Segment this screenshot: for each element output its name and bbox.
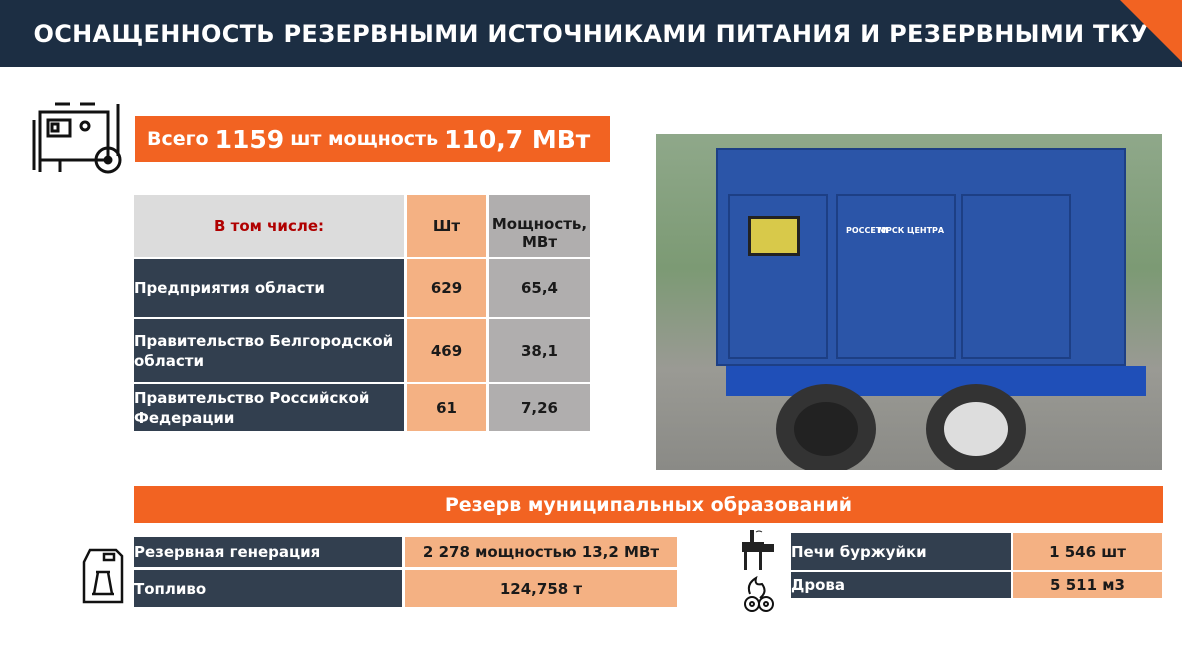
stove-icon <box>742 530 774 570</box>
row-label: Правительство Российской Федерации <box>134 384 404 431</box>
firewood-icon <box>744 575 774 612</box>
row-label: Предприятия области <box>134 259 404 317</box>
row-count: 61 <box>407 384 486 431</box>
generator-photo: РОССЕТИ МРСК ЦЕНТРА <box>656 134 1162 470</box>
row-power: 7,26 <box>489 384 590 431</box>
door <box>961 194 1071 359</box>
total-count: 1159 <box>214 124 285 154</box>
reserve-gen-label: Резервная генерация <box>134 537 402 567</box>
firewood-label: Дрова <box>791 572 1011 598</box>
logo-text: РОССЕТИ <box>846 226 889 235</box>
reserve-banner: Резерв муниципальных образований <box>134 486 1163 523</box>
row-power: 65,4 <box>489 259 590 317</box>
slide-header: ОСНАЩЕННОСТЬ РЕЗЕРВНЫМИ ИСТОЧНИКАМИ ПИТА… <box>0 0 1182 67</box>
fuel-canister-icon <box>82 548 124 604</box>
row-count: 629 <box>407 259 486 317</box>
control-panel <box>748 216 800 256</box>
total-power: 110,7 МВт <box>444 124 591 154</box>
door <box>836 194 956 359</box>
generator-icon <box>32 102 122 174</box>
total-banner: Всего 1159 шт мощность 110,7 МВт <box>135 116 610 162</box>
row-power: 38,1 <box>489 319 590 382</box>
corner-accent <box>1120 0 1182 62</box>
total-mid: шт мощность <box>290 128 439 150</box>
header-cell: Шт <box>407 195 486 257</box>
trailer-frame <box>726 366 1146 396</box>
firewood-value: 5 511 м3 <box>1013 572 1162 598</box>
door <box>728 194 828 359</box>
stoves-label: Печи буржуйки <box>791 533 1011 570</box>
fuel-value: 124,758 т <box>405 570 677 607</box>
header-cell: В том числе: <box>134 195 404 257</box>
fuel-label: Топливо <box>134 570 402 607</box>
header-cell: Мощность, МВт <box>489 195 590 257</box>
total-prefix: Всего <box>147 128 209 150</box>
slide-title: ОСНАЩЕННОСТЬ РЕЗЕРВНЫМИ ИСТОЧНИКАМИ ПИТА… <box>33 19 1149 48</box>
row-count: 469 <box>407 319 486 382</box>
wheel <box>776 384 876 470</box>
wheel <box>926 384 1026 470</box>
generator-body <box>716 148 1126 366</box>
row-label: Правительство Белгородской области <box>134 319 404 382</box>
reserve-gen-value: 2 278 мощностью 13,2 МВт <box>405 537 677 567</box>
stoves-value: 1 546 шт <box>1013 533 1162 570</box>
logo-text: МРСК ЦЕНТРА <box>878 226 945 235</box>
